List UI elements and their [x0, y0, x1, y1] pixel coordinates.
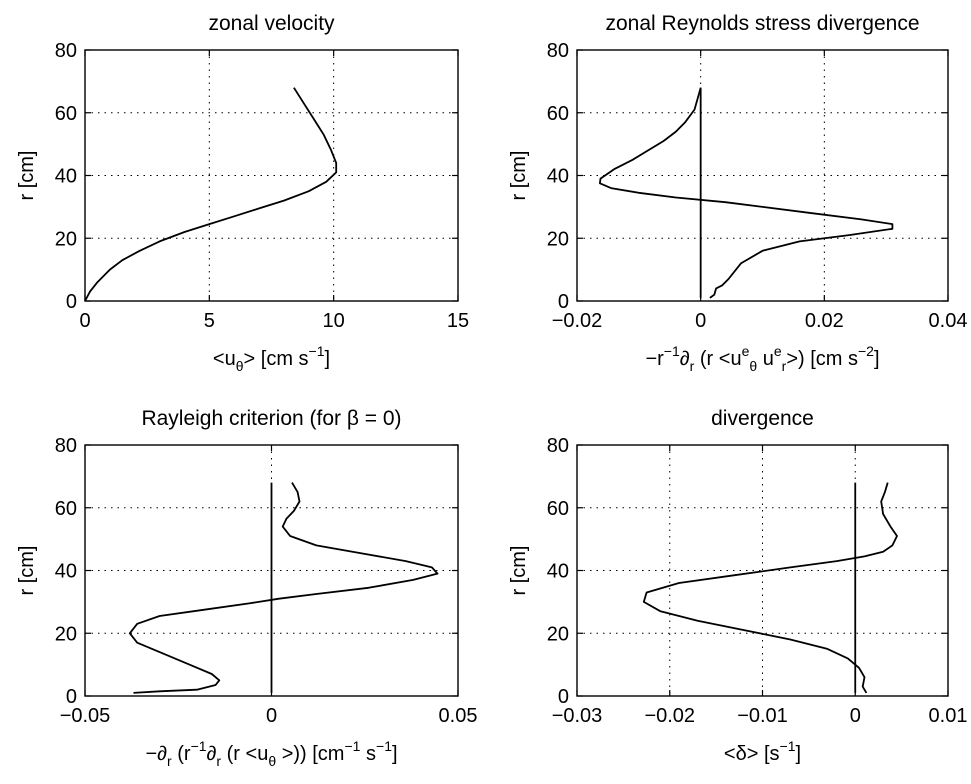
x-tick-label: 0: [695, 310, 706, 332]
xlabel-part: −1: [664, 343, 680, 359]
y-axis-label: r [cm]: [508, 151, 530, 201]
subplot-title: zonal velocity: [208, 12, 335, 35]
xlabel-part: −r: [645, 348, 664, 370]
x-tick-label: −0.03: [552, 705, 603, 727]
series-line-1: [599, 87, 894, 299]
x-tick-label: 10: [323, 310, 345, 332]
x-tick-label: 0: [266, 705, 277, 727]
xlabel-part: r: [690, 358, 695, 374]
y-tick-label: 20: [55, 228, 77, 250]
x-tick-label: 15: [447, 310, 469, 332]
subplot-1: 0 5 10 15 0 20 40 60 80 zonal velocity r [cm] <uθ> …: [16, 12, 469, 374]
plot-area: [576, 49, 949, 302]
y-axis-label: r [cm]: [508, 546, 530, 596]
x-tick-label: 0.02: [805, 310, 844, 332]
x-tick-label: 0.05: [439, 705, 478, 727]
y-tick-label: 60: [55, 103, 77, 125]
x-tick-label: −0.02: [644, 705, 695, 727]
xlabel-part: ∂: [207, 743, 217, 765]
xlabel-part: > [cm s: [244, 348, 309, 370]
y-tick-label: 0: [558, 291, 569, 313]
xlabel-part: r: [782, 358, 787, 374]
y-tick-label: 60: [55, 498, 77, 520]
xlabel-part: >) [cm s: [786, 348, 858, 370]
xlabel-part: θ: [236, 358, 244, 374]
xlabel-part: −1: [376, 738, 392, 754]
series-line-1: [128, 482, 439, 694]
x-axis-label: −r−1∂r (r <ueθ uer>) [cm s−2]: [645, 343, 879, 374]
xlabel-part: (r <u: [694, 348, 741, 370]
y-tick-label: 20: [55, 623, 77, 645]
xlabel-part: >)) [cm: [276, 743, 344, 765]
y-tick-label: 20: [547, 623, 569, 645]
y-tick-label: 80: [547, 40, 569, 62]
y-axis-label: r [cm]: [16, 151, 38, 201]
x-axis-label: −∂r (r−1∂r (r <uθ >)) [cm−1 s−1]: [145, 738, 397, 769]
subplot-title: zonal Reynolds stress divergence: [606, 12, 920, 35]
y-tick-label: 80: [547, 435, 569, 457]
xlabel-part: −1: [780, 738, 796, 754]
xlabel-part: ]: [392, 743, 398, 765]
xlabel-part: r: [216, 753, 221, 769]
xlabel-part: e: [742, 343, 750, 359]
y-tick-label: 40: [55, 561, 77, 583]
xlabel-part: ]: [325, 348, 331, 370]
y-tick-label: 80: [55, 435, 77, 457]
xlabel-part: −1: [309, 343, 325, 359]
xlabel-part: s: [360, 743, 376, 765]
xlabel-part: (r: [172, 743, 191, 765]
xlabel-part: <δ> [s: [724, 743, 780, 765]
y-tick-label: 40: [547, 561, 569, 583]
x-tick-label: 0: [79, 310, 90, 332]
x-tick-label: −0.05: [60, 705, 111, 727]
xlabel-part: ∂: [680, 348, 690, 370]
xlabel-part: u: [757, 348, 774, 370]
y-tick-label: 0: [66, 291, 77, 313]
xlabel-part: −1: [344, 738, 360, 754]
xlabel-part: ]: [874, 348, 880, 370]
xlabel-part: (r <u: [221, 743, 268, 765]
x-axis-label: <δ> [s−1]: [724, 738, 801, 765]
y-tick-label: 0: [66, 686, 77, 708]
xlabel-part: −1: [191, 738, 207, 754]
x-tick-label: −0.01: [737, 705, 788, 727]
y-tick-label: 80: [55, 40, 77, 62]
xlabel-part: −2: [858, 343, 874, 359]
y-tick-label: 40: [547, 166, 569, 188]
y-tick-label: 0: [558, 686, 569, 708]
subplot-title: divergence: [711, 407, 814, 430]
x-tick-label: −0.02: [552, 310, 603, 332]
y-tick-label: 60: [547, 498, 569, 520]
x-tick-label: 0.01: [929, 705, 968, 727]
plot-area: [84, 49, 459, 302]
subplot-4: −0.03 −0.02 −0.01 0 0.01 0 20 40 60 80 divergence r…: [508, 407, 967, 765]
xlabel-part: ]: [796, 743, 802, 765]
x-tick-label: 0.04: [929, 310, 968, 332]
x-axis-label: <uθ> [cm s−1]: [213, 343, 330, 374]
y-axis-label: r [cm]: [16, 546, 38, 596]
xlabel-part: <u: [213, 348, 236, 370]
xlabel-part: −∂: [145, 743, 167, 765]
xlabel-part: θ: [268, 753, 276, 769]
y-tick-label: 60: [547, 103, 569, 125]
x-tick-label: 0: [850, 705, 861, 727]
xlabel-part: e: [774, 343, 782, 359]
series-line-1: [642, 482, 898, 694]
xlabel-part: θ: [749, 358, 757, 374]
subplot-title: Rayleigh criterion (for β = 0): [141, 407, 401, 430]
x-tick-label: 5: [204, 310, 215, 332]
y-tick-label: 20: [547, 228, 569, 250]
xlabel-part: r: [167, 753, 172, 769]
y-tick-label: 40: [55, 166, 77, 188]
series-line-1: [84, 87, 338, 302]
